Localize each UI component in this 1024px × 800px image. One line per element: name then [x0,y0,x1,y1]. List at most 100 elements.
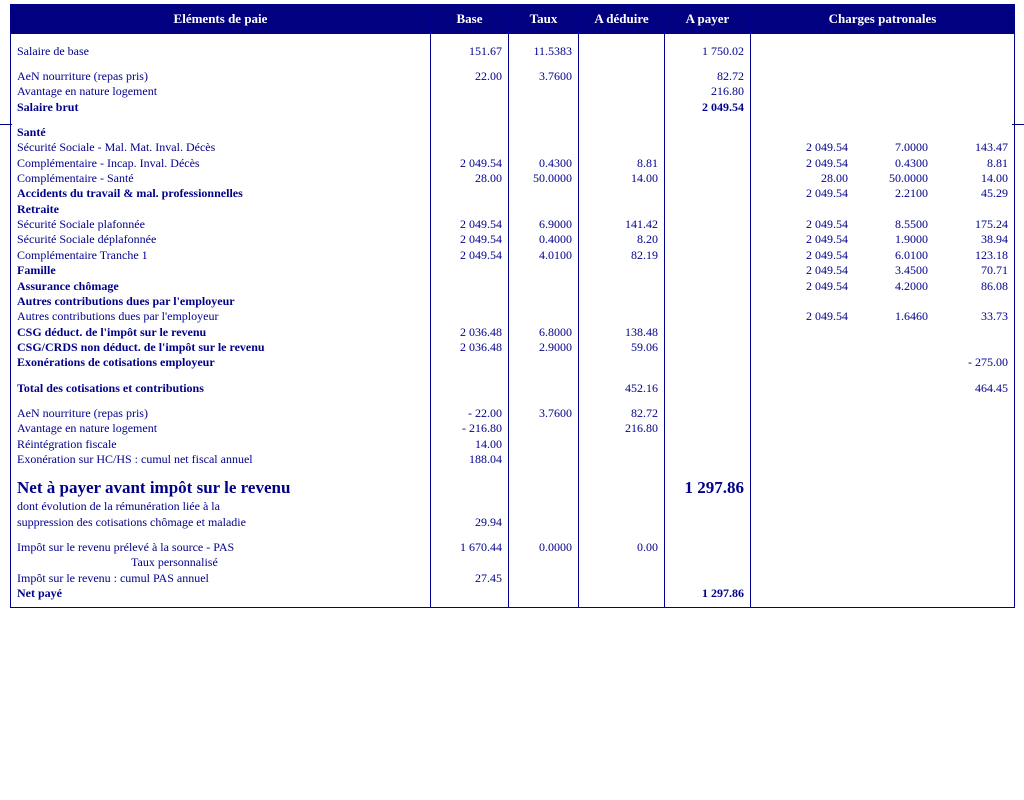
cell-taux [509,555,579,570]
table-row: Sécurité Sociale déplafonnée2 049.540.40… [11,232,1015,247]
cell-label: Sécurité Sociale - Mal. Mat. Inval. Décè… [11,140,431,155]
charges-value: 45.29 [946,186,1008,201]
table-row [11,371,1015,381]
cell-charges-patronales [751,406,1015,421]
cell-payer [665,499,751,514]
cell-charges-patronales [751,202,1015,217]
cell-taux: 3.7600 [509,406,579,421]
cell-base: 27.45 [431,571,509,586]
cell-deduire [579,452,665,467]
cell-taux [509,140,579,155]
cell-taux [509,309,579,324]
cell-label: AeN nourriture (repas pris) [11,69,431,84]
table-row: Sécurité Sociale - Mal. Mat. Inval. Décè… [11,140,1015,155]
cell-deduire: 14.00 [579,171,665,186]
table-body: Salaire de base151.6711.5383 1 750.02 AeN … [11,34,1015,608]
cell-taux [509,202,579,217]
cell-deduire: 452.16 [579,381,665,396]
cell-taux: 0.0000 [509,540,579,555]
cell-payer [665,248,751,263]
cell-deduire [579,140,665,155]
table-row: Complémentaire - Incap. Inval. Décès2 04… [11,156,1015,171]
cell-deduire [579,69,665,84]
cell-base [431,294,509,309]
cell-payer: 2 049.54 [665,100,751,115]
cell-label: suppression des cotisations chômage et m… [11,515,431,530]
cell-taux [509,355,579,370]
cell-payer: 1 750.02 [665,44,751,59]
cell-label: Avantage en nature logement [11,84,431,99]
cell-charges-patronales: 2 049.540.43008.81 [751,156,1015,171]
table-row: AeN nourriture (repas pris)22.003.760082… [11,69,1015,84]
cell-deduire: 82.72 [579,406,665,421]
cell-label: Net payé [11,586,431,608]
cell-deduire [579,125,665,140]
cell-charges-patronales [751,69,1015,84]
charges-taux: 0.4300 [866,156,928,171]
table-row: Net à payer avant impôt sur le revenu1 2… [11,477,1015,499]
cell-charges-patronales: 2 049.542.210045.29 [751,186,1015,201]
cell-deduire: 8.81 [579,156,665,171]
cell-base [431,140,509,155]
cell-payer [665,555,751,570]
charges-value: 175.24 [946,217,1008,232]
cell-taux: 50.0000 [509,171,579,186]
charges-value: 123.18 [946,248,1008,263]
charges-base [778,381,848,396]
cell-base: 151.67 [431,44,509,59]
cell-charges-patronales: 28.0050.000014.00 [751,171,1015,186]
cell-base: 22.00 [431,69,509,84]
charges-base: 2 049.54 [778,186,848,201]
cell-deduire: 0.00 [579,540,665,555]
table-row: Taux personnalisé [11,555,1015,570]
cell-base [431,499,509,514]
table-row [11,467,1015,477]
cell-base [431,477,509,499]
cell-charges-patronales [751,499,1015,514]
cell-taux: 11.5383 [509,44,579,59]
cell-label: Salaire de base [11,44,431,59]
cell-charges-patronales [751,555,1015,570]
col-header-taux: Taux [509,5,579,34]
cell-base: 2 049.54 [431,217,509,232]
charges-taux: 6.0100 [866,248,928,263]
cell-base: - 216.80 [431,421,509,436]
cell-payer [665,571,751,586]
cell-payer [665,340,751,355]
cell-charges-patronales [751,84,1015,99]
cell-label: Sécurité Sociale déplafonnée [11,232,431,247]
cell-label: Sécurité Sociale plafonnée [11,217,431,232]
cell-payer [665,263,751,278]
cell-deduire: 138.48 [579,325,665,340]
charges-value: - 275.00 [946,355,1008,370]
charges-taux: 1.6460 [866,309,928,324]
cell-label: Impôt sur le revenu prélevé à la source … [11,540,431,555]
charges-base: 2 049.54 [778,140,848,155]
table-row: Assurance chômage2 049.544.200086.08 [11,279,1015,294]
table-row [11,115,1015,125]
charges-base: 2 049.54 [778,217,848,232]
cell-label: Avantage en nature logement [11,421,431,436]
cell-charges-patronales [751,325,1015,340]
cell-taux: 4.0100 [509,248,579,263]
cell-deduire [579,44,665,59]
cell-base: - 22.00 [431,406,509,421]
cell-deduire [579,515,665,530]
cell-taux [509,437,579,452]
cell-label: Accidents du travail & mal. professionne… [11,186,431,201]
cell-charges-patronales: 2 049.548.5500175.24 [751,217,1015,232]
cell-charges-patronales [751,44,1015,59]
cell-taux [509,515,579,530]
table-row [11,396,1015,406]
cell-base: 2 049.54 [431,248,509,263]
charges-taux [866,381,928,396]
charges-value: 8.81 [946,156,1008,171]
watermark-duplicata: PLICATA [0,0,7,484]
cell-label: dont évolution de la rémunération liée à… [11,499,431,514]
table-row: Total des cotisations et contributions45… [11,381,1015,396]
charges-taux: 50.0000 [866,171,928,186]
col-header-elements: Eléments de paie [11,5,431,34]
cell-charges-patronales: 464.45 [751,381,1015,396]
charges-value: 38.94 [946,232,1008,247]
cell-deduire [579,84,665,99]
